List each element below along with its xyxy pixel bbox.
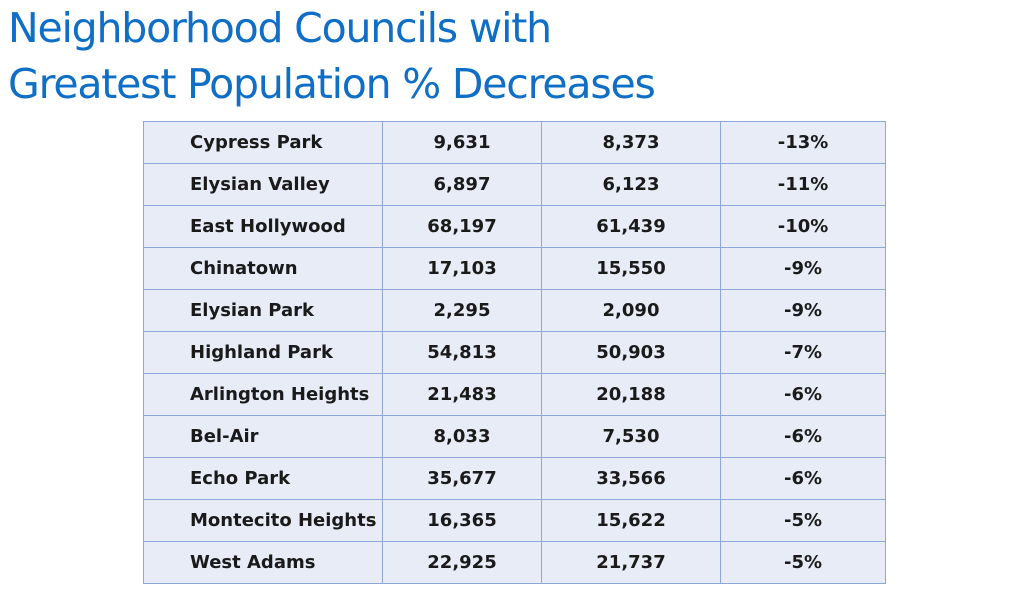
table-row: Montecito Heights 16,365 15,622 -5% [143,499,886,542]
population-value-b-cell: 50,903 [541,331,721,374]
population-value-b-cell: 21,737 [541,541,721,584]
population-value-b-cell: 8,373 [541,121,721,164]
population-value-a-cell: 21,483 [382,373,542,416]
population-value-b-cell: 20,188 [541,373,721,416]
percent-change-cell: -6% [720,457,886,500]
population-value-a-cell: 2,295 [382,289,542,332]
council-name-cell: West Adams [143,541,383,584]
table-row: West Adams 22,925 21,737 -5% [143,541,886,584]
council-name-cell: Elysian Park [143,289,383,332]
table-row: Arlington Heights 21,483 20,188 -6% [143,373,886,416]
table-row: Highland Park 54,813 50,903 -7% [143,331,886,374]
council-name-cell: Bel-Air [143,415,383,458]
population-value-a-cell: 8,033 [382,415,542,458]
table-body: Cypress Park 9,631 8,373 -13% Elysian Va… [143,121,886,584]
population-decrease-table: Cypress Park 9,631 8,373 -13% Elysian Va… [143,121,886,584]
council-name-cell: East Hollywood [143,205,383,248]
percent-change-cell: -5% [720,499,886,542]
table-row: East Hollywood 68,197 61,439 -10% [143,205,886,248]
council-name-cell: Echo Park [143,457,383,500]
population-value-a-cell: 16,365 [382,499,542,542]
population-value-b-cell: 2,090 [541,289,721,332]
population-value-a-cell: 35,677 [382,457,542,500]
percent-change-cell: -11% [720,163,886,206]
table-row: Echo Park 35,677 33,566 -6% [143,457,886,500]
percent-change-cell: -9% [720,289,886,332]
council-name-cell: Montecito Heights [143,499,383,542]
population-value-b-cell: 7,530 [541,415,721,458]
slide-title-line-2: Greatest Population % Decreases [8,60,656,108]
table-row: Chinatown 17,103 15,550 -9% [143,247,886,290]
slide-title-line-1: Neighborhood Councils with [8,4,552,52]
table-row: Elysian Valley 6,897 6,123 -11% [143,163,886,206]
council-name-cell: Cypress Park [143,121,383,164]
population-value-b-cell: 61,439 [541,205,721,248]
population-value-a-cell: 6,897 [382,163,542,206]
percent-change-cell: -5% [720,541,886,584]
population-value-a-cell: 68,197 [382,205,542,248]
population-value-a-cell: 54,813 [382,331,542,374]
percent-change-cell: -6% [720,415,886,458]
table-row: Elysian Park 2,295 2,090 -9% [143,289,886,332]
percent-change-cell: -13% [720,121,886,164]
population-value-b-cell: 6,123 [541,163,721,206]
table-row: Cypress Park 9,631 8,373 -13% [143,121,886,164]
percent-change-cell: -6% [720,373,886,416]
council-name-cell: Highland Park [143,331,383,374]
population-value-b-cell: 15,622 [541,499,721,542]
population-value-b-cell: 15,550 [541,247,721,290]
council-name-cell: Elysian Valley [143,163,383,206]
percent-change-cell: -10% [720,205,886,248]
population-value-a-cell: 9,631 [382,121,542,164]
population-value-b-cell: 33,566 [541,457,721,500]
council-name-cell: Chinatown [143,247,383,290]
council-name-cell: Arlington Heights [143,373,383,416]
slide-title: Neighborhood Councils with Greatest Popu… [8,0,998,112]
population-value-a-cell: 22,925 [382,541,542,584]
table-row: Bel-Air 8,033 7,530 -6% [143,415,886,458]
percent-change-cell: -9% [720,247,886,290]
population-value-a-cell: 17,103 [382,247,542,290]
percent-change-cell: -7% [720,331,886,374]
